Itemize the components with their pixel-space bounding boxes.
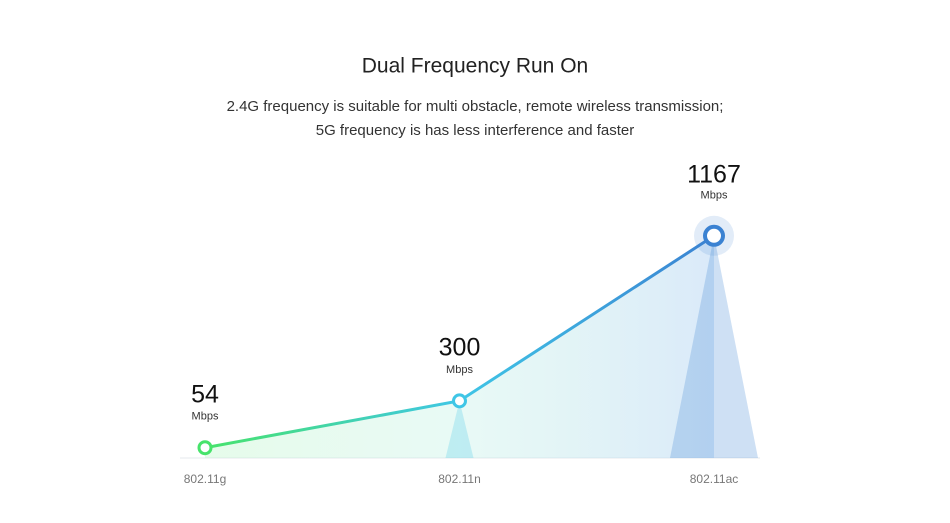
value-label: 300 (439, 333, 481, 361)
unit-label: Mbps (192, 411, 219, 423)
cone (670, 235, 758, 458)
unit-label: Mbps (446, 364, 473, 376)
marker (197, 440, 213, 456)
unit-label: Mbps (701, 190, 728, 202)
subtitle: 2.4G frequency is suitable for multi obs… (227, 98, 724, 115)
value-label: 1167 (687, 160, 741, 188)
area (205, 235, 714, 458)
x-tick-label: 802.11n (438, 472, 481, 486)
x-tick-label: 802.11ac (690, 472, 739, 486)
marker (452, 393, 467, 409)
subtitle: 5G frequency is has less interference an… (316, 122, 635, 139)
x-tick-label: 802.11g (184, 472, 227, 486)
marker (703, 224, 725, 247)
cone (445, 400, 474, 458)
chart-title: Dual Frequency Run On (362, 55, 588, 78)
value-label: 54 (191, 380, 219, 408)
